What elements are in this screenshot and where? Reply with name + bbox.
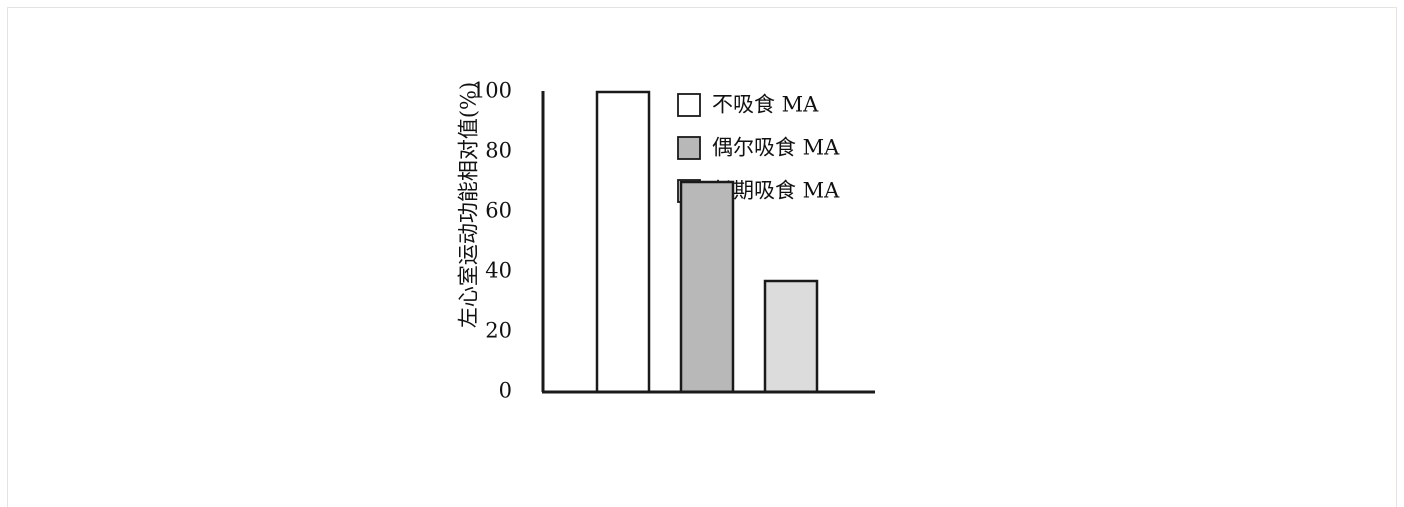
legend-label-1: 不吸食 MA (712, 93, 819, 117)
y-tick-label: 100 (472, 79, 512, 103)
legend-swatch-2 (677, 136, 701, 160)
y-axis-title: 左心室运动功能相对值(%) (457, 82, 481, 328)
axes-group (541, 91, 875, 394)
y-tick-labels: 0 20 40 60 80 100 (472, 79, 512, 403)
bar-2 (679, 180, 735, 394)
y-tick-label: 20 (485, 319, 512, 343)
bar-1 (595, 90, 651, 394)
legend-label-2: 偶尔吸食 MA (712, 136, 840, 160)
y-tick-label: 40 (485, 259, 512, 283)
legend-swatch-1 (677, 93, 701, 117)
bar-3 (763, 279, 819, 394)
y-tick-label: 60 (485, 199, 512, 223)
y-tick-label: 80 (485, 139, 512, 163)
y-tick-label: 0 (499, 379, 512, 403)
bars-group (595, 90, 819, 394)
